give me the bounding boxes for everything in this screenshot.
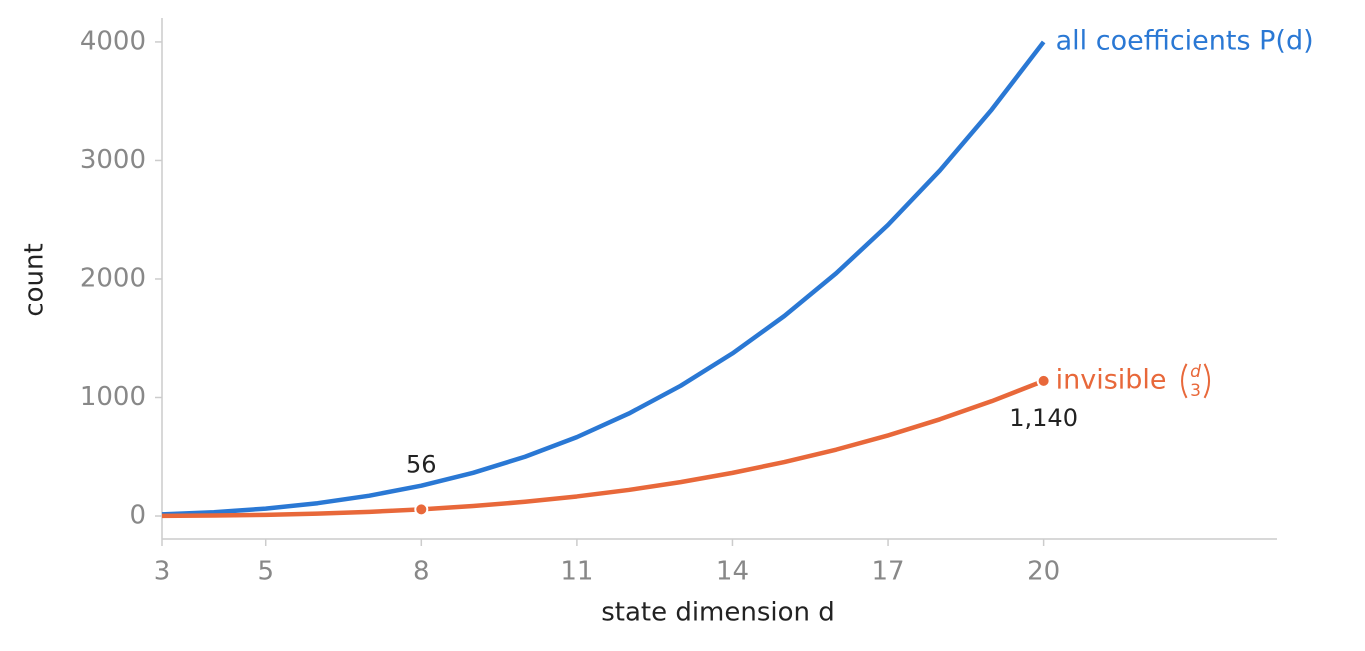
x-tick-label: 5 — [257, 557, 274, 587]
x-tick-label: 3 — [154, 557, 171, 587]
data-label: 56 — [406, 450, 437, 478]
point-marker — [414, 502, 429, 517]
y-tick-label: 0 — [129, 501, 146, 531]
y-tick-label: 2000 — [80, 263, 146, 293]
x-tick-label: 14 — [716, 557, 749, 587]
data-label: 1,140 — [1009, 404, 1078, 432]
series-line — [161, 40, 1046, 517]
binomial-k: 3 — [1190, 381, 1201, 401]
series-label: invisible — [1056, 364, 1167, 395]
binomial-n: d — [1190, 362, 1201, 382]
x-tick-label: 11 — [560, 557, 593, 587]
y-tick-label: 1000 — [80, 382, 146, 412]
point-marker — [1036, 373, 1051, 388]
paren — [1203, 363, 1211, 399]
series-label: all coefficients P(d) — [1056, 25, 1314, 56]
y-tick-label: 3000 — [80, 145, 146, 175]
x-tick-label: 20 — [1027, 557, 1060, 587]
x-tick-label: 17 — [871, 557, 904, 587]
x-tick-label: 8 — [413, 557, 430, 587]
x-axis-label: state dimension d — [601, 598, 835, 628]
series-line — [161, 378, 1045, 519]
paren — [1181, 363, 1188, 399]
y-tick-label: 4000 — [80, 26, 146, 56]
y-axis-label: count — [20, 243, 50, 316]
